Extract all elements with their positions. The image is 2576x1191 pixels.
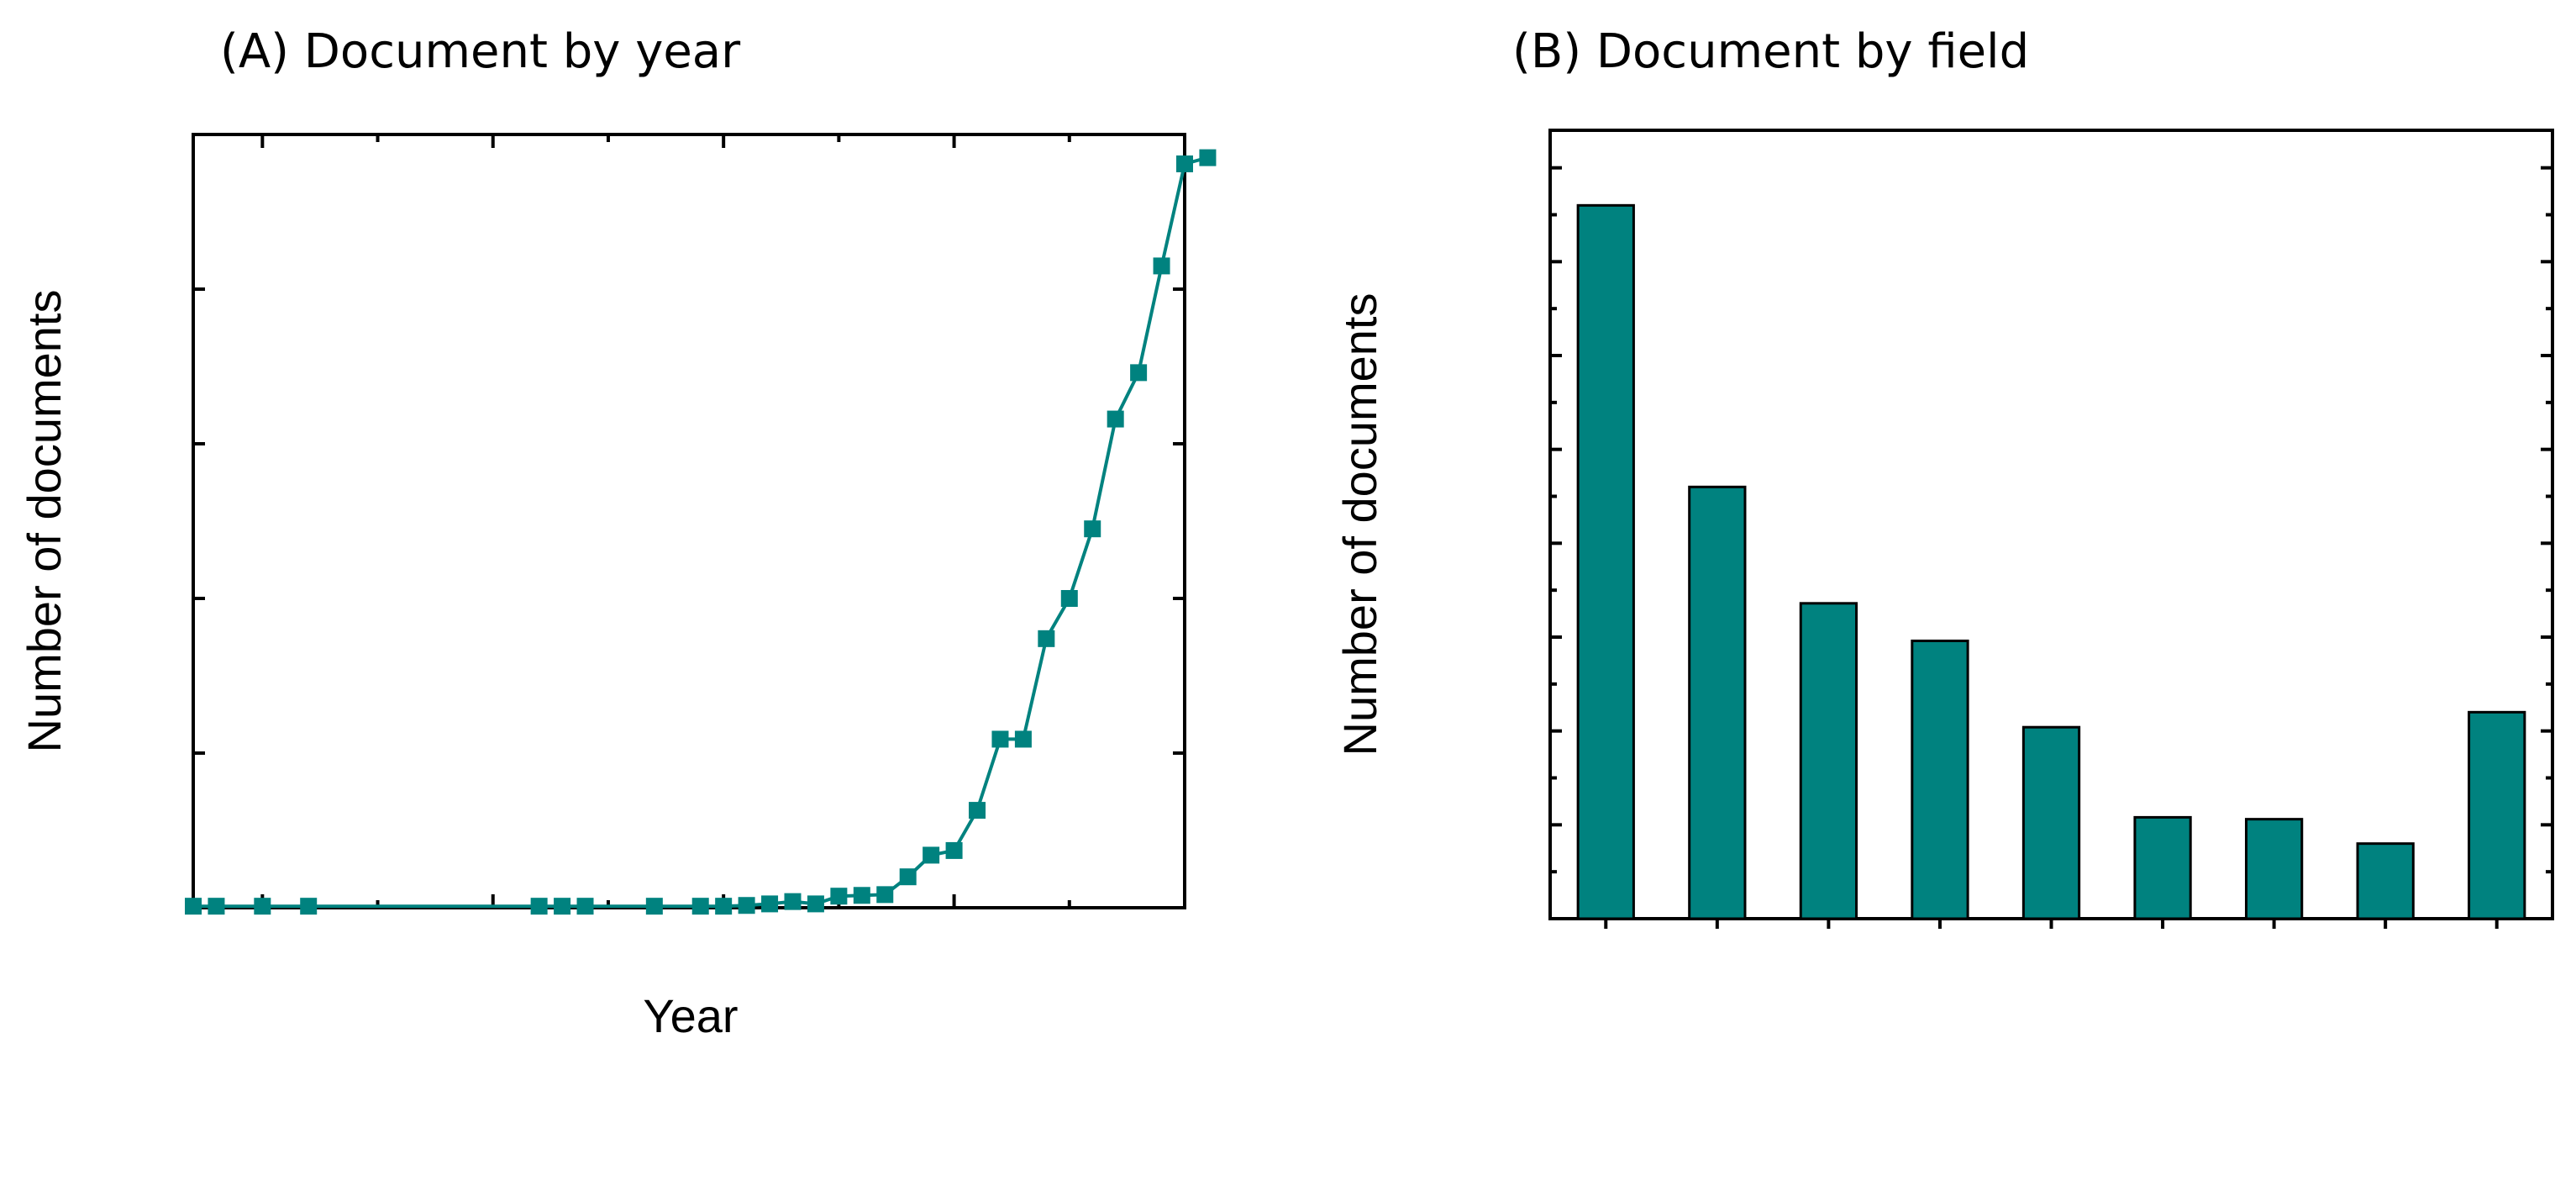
chart-a-series-line	[193, 155, 1208, 909]
chart-a-data-point	[876, 886, 894, 904]
chart-a-data-point	[1176, 155, 1193, 172]
chart-a-data-point	[853, 887, 870, 904]
chart-b-bar	[2468, 710, 2526, 920]
chart-a-data-point	[554, 898, 571, 915]
chart-a-data-point	[738, 897, 755, 914]
chart-b-bar	[2244, 818, 2304, 920]
chart-a-data-point	[715, 898, 733, 915]
chart-a-data-point	[945, 841, 963, 859]
chart-a-data-point	[1130, 364, 1148, 382]
chart-a-data-point	[254, 898, 271, 915]
chart-a-data-point	[1060, 590, 1078, 607]
chart-a-data-point	[1107, 410, 1124, 428]
chart-a-data-point	[530, 898, 548, 915]
chart-a-data-point	[807, 895, 824, 913]
chart-a-data-point	[969, 802, 986, 819]
chart-a-x-axis-label: Year	[643, 989, 738, 1042]
chart-a-data-point	[1038, 630, 1055, 647]
chart-a-data-point	[300, 898, 318, 915]
chart-b-bar	[1688, 485, 1747, 920]
chart-a-data-point	[208, 898, 225, 915]
chart-a-plot-frame	[192, 133, 1186, 909]
chart-a-data-point	[830, 888, 848, 905]
chart-a-data-point	[645, 898, 663, 915]
chart-b-bar	[1911, 639, 1969, 920]
chart-a-data-point	[691, 898, 709, 915]
chart-b-bar	[1799, 602, 1858, 920]
chart-b: (B) Document by field Number of document…	[1333, 24, 2554, 929]
chart-a-data-point	[761, 895, 779, 913]
chart-a-data-point	[1014, 730, 1032, 748]
chart-b-bar	[2356, 842, 2415, 920]
chart-a-data-point	[899, 868, 917, 886]
chart-b-bar	[2133, 815, 2192, 920]
chart-a-y-axis-label: Number of documents	[18, 290, 71, 753]
chart-a-data-point	[923, 846, 940, 864]
chart-b-bar	[1576, 203, 1635, 920]
chart-a-data-point	[185, 898, 202, 915]
chart-a-title: (A) Document by year	[220, 24, 741, 79]
chart-a-data-point	[1084, 520, 1101, 538]
chart-b-y-axis-label: Number of documents	[1333, 293, 1386, 756]
chart-a: (A) Document by year Number of documents…	[18, 24, 1217, 1042]
chart-a-data-point	[576, 898, 594, 915]
chart-a-data-point	[1199, 149, 1217, 166]
chart-a-data-point	[1153, 257, 1170, 275]
chart-b-bar	[2021, 725, 2081, 920]
chart-a-data-point	[991, 730, 1009, 748]
chart-a-data-point	[784, 893, 802, 910]
chart-b-title: (B) Document by field	[1512, 24, 2029, 79]
